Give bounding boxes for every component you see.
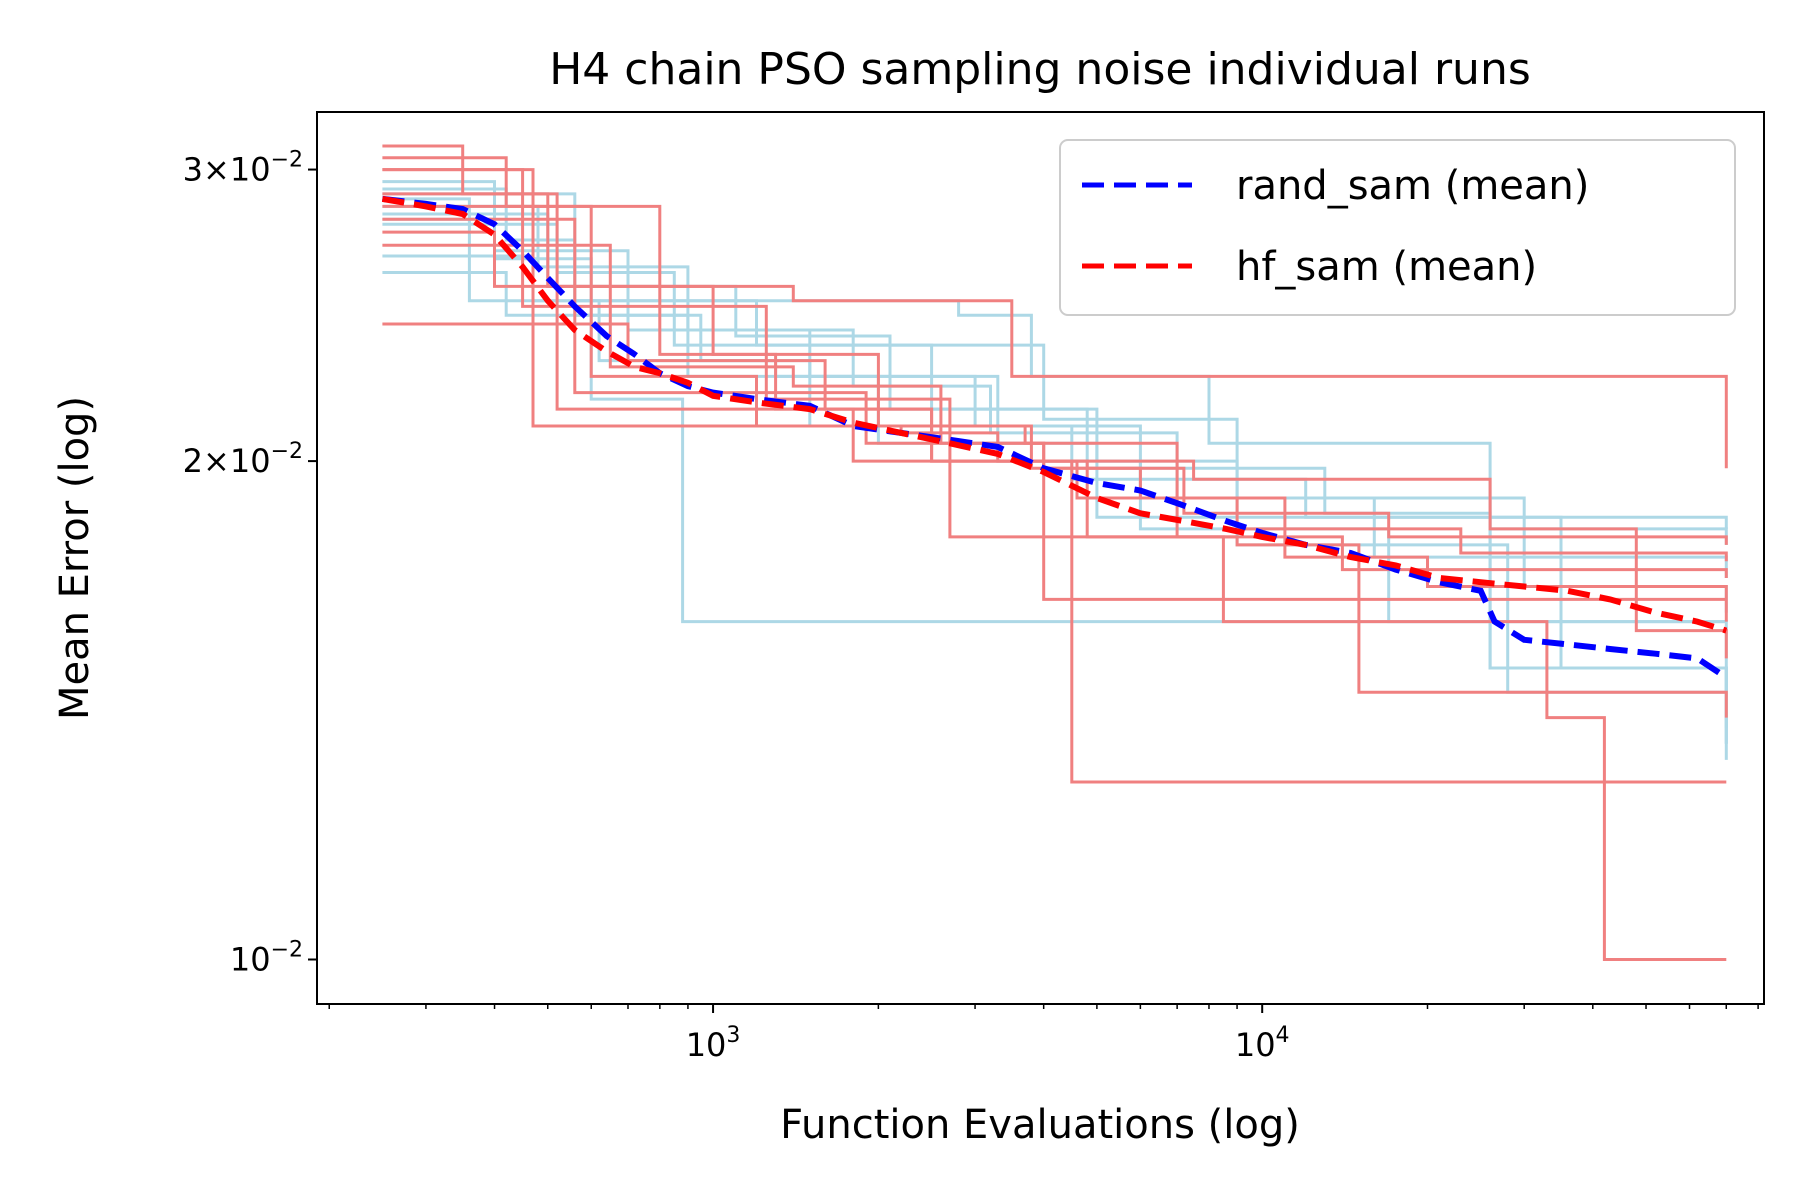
- rand-run-line-3: [382, 222, 1728, 728]
- mean-lines-group: [381, 195, 1728, 681]
- rand-run-line-7: [382, 271, 1728, 744]
- y-tick-label: 10−2: [230, 938, 303, 979]
- hf-run-line-7: [382, 322, 1727, 784]
- hf-run-line-1: [382, 144, 1728, 469]
- hf-runs-group: [382, 144, 1728, 961]
- y-tick-label: 3×10−2: [183, 148, 303, 189]
- hf-run-line-9: [382, 168, 1727, 961]
- hf-run-line-4: [382, 168, 1727, 601]
- hf-mean-line: [381, 195, 1728, 634]
- x-axis-label: Function Evaluations (log): [780, 1102, 1300, 1148]
- rand-mean-line: [382, 195, 1728, 681]
- y-axis: 3×10−2 2×10−2 10−2: [183, 148, 317, 979]
- chart-title: H4 chain PSO sampling noise individual r…: [549, 44, 1531, 95]
- rand-run-line-10: [382, 197, 1728, 760]
- legend-box: [1059, 139, 1736, 316]
- rand-run-line-8: [382, 217, 1728, 578]
- x-tick-label: 103: [686, 1023, 741, 1064]
- y-axis-label: Mean Error (log): [52, 396, 98, 720]
- x-tick-label: 104: [1235, 1023, 1290, 1064]
- plot-frame: [316, 111, 1765, 1005]
- legend-label-hf: hf_sam (mean): [1236, 244, 1537, 290]
- y-tick-label: 2×10−2: [183, 439, 303, 480]
- hf-run-line-10: [382, 243, 1728, 545]
- hf-run-line-8: [382, 204, 1728, 659]
- x-axis: 103 104: [328, 1004, 1759, 1064]
- legend: rand_sam (mean) hf_sam (mean): [1059, 139, 1736, 316]
- legend-label-rand: rand_sam (mean): [1236, 163, 1589, 209]
